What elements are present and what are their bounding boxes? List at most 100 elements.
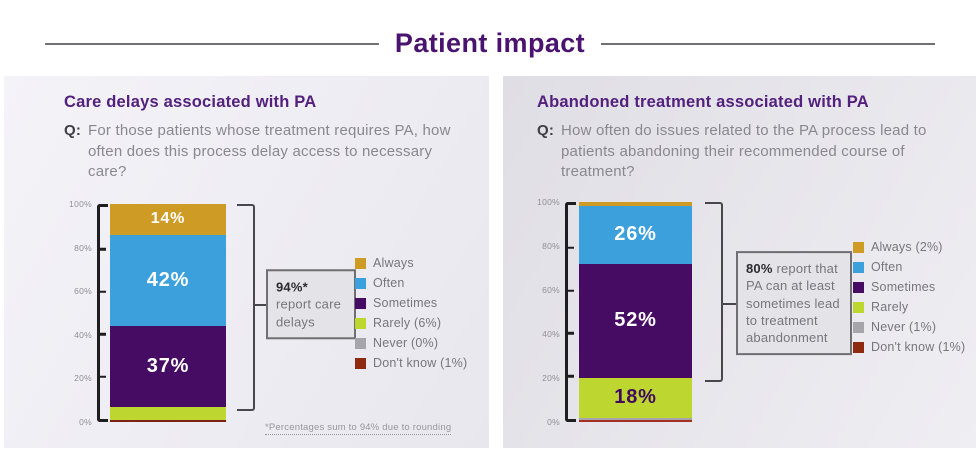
legend-swatch <box>853 241 864 253</box>
bar-segment-often: 42% <box>110 234 226 327</box>
legend-label: Rarely (6%) <box>373 316 442 330</box>
question-label: Q: <box>64 122 82 139</box>
y-axis-tick <box>100 248 106 251</box>
legend-item: Always (2%) <box>853 240 965 254</box>
legend-swatch <box>355 317 366 329</box>
panel-heading: Care delays associated with PA <box>64 93 317 111</box>
bar-segment-don-t-know <box>110 419 226 422</box>
callout-text: report that PA can at least sometimes le… <box>746 261 840 345</box>
y-axis-tick-label: 60% <box>74 286 92 297</box>
bar-segment-label: 37% <box>146 354 190 377</box>
legend-swatch <box>853 321 864 333</box>
legend-label: Rarely <box>871 300 909 314</box>
legend-swatch <box>355 337 366 349</box>
legend-item: Don't know (1%) <box>853 340 965 354</box>
legend-swatch <box>853 261 864 273</box>
y-axis-tick <box>100 375 106 378</box>
y-axis <box>97 204 108 422</box>
bar-segment-often: 26% <box>579 206 692 264</box>
legend-item: Sometimes <box>355 296 467 310</box>
y-axis-labels: 100% 80% 60% 40% 20% 0% <box>4 199 92 427</box>
y-axis-tick <box>100 332 106 336</box>
legend-label: Sometimes <box>373 296 438 310</box>
y-axis-tick-label: 20% <box>74 373 92 384</box>
bar-segment-label: 18% <box>614 386 657 409</box>
connector-line <box>253 304 266 307</box>
bar-segment-label: 42% <box>146 268 190 291</box>
footnote: *Percentages sum to 94% due to rounding <box>265 422 452 435</box>
legend-item: Always <box>355 256 467 270</box>
legend-item: Never (1%) <box>853 320 965 334</box>
y-axis-tick-label: 80% <box>74 242 92 253</box>
page-header: Patient impact <box>45 28 935 59</box>
y-axis-tick-label: 40% <box>542 329 560 339</box>
legend: Always (2%) Often Sometimes Rarely Never (1%… <box>853 240 965 360</box>
abandoned-treatment-chart: 100% 80% 60% 40% 20% 0% 26% 52% 18% 80% report … <box>503 197 976 427</box>
legend-swatch <box>853 281 864 293</box>
bar-segment-always <box>579 202 692 207</box>
care-delays-chart: 100% 80% 60% 40% 20% 0% 14% 42% 37% 94%* report… <box>4 199 489 427</box>
connector-line <box>721 303 736 306</box>
legend-swatch <box>853 341 864 353</box>
y-axis-tick <box>568 246 574 250</box>
stacked-bar: 26% 52% 18% <box>579 202 692 422</box>
legend-item: Rarely (6%) <box>355 316 467 330</box>
bar-segment-sometimes: 52% <box>579 263 692 378</box>
legend-label: Don't know (1%) <box>871 340 966 354</box>
callout: 80% report that PA can at least sometime… <box>736 251 852 356</box>
legend-label: Don't know (1%) <box>373 356 468 370</box>
y-axis-labels: 100% 80% 60% 40% 20% 0% <box>503 197 560 427</box>
legend-label: Never (0%) <box>373 336 439 350</box>
legend-label: Often <box>871 260 903 274</box>
legend-label: Always <box>373 256 414 270</box>
header-rule-left <box>45 42 379 45</box>
panel-heading: Abandoned treatment associated with PA <box>537 93 869 111</box>
legend-item: Sometimes <box>853 280 965 294</box>
question-text: For those patients whose treatment requi… <box>88 122 451 181</box>
legend-swatch <box>355 357 366 369</box>
y-axis-tick-label: 100% <box>69 199 92 209</box>
legend-item: Rarely <box>853 300 965 314</box>
legend-item: Never (0%) <box>355 336 467 350</box>
y-axis-tick-label: 60% <box>542 285 560 295</box>
bar-segment-label: 26% <box>614 223 657 246</box>
legend-swatch <box>853 301 864 313</box>
question-block: Q: For those patients whose treatment re… <box>64 121 470 183</box>
header-rule-right <box>601 42 935 45</box>
bracket <box>237 204 255 411</box>
y-axis-tick-label: 0% <box>547 417 560 427</box>
y-axis <box>565 202 576 422</box>
bar-segment-rarely: 18% <box>579 377 692 418</box>
bar-segment-label: 52% <box>614 309 657 332</box>
legend-item: Often <box>355 276 467 290</box>
legend-label: Always (2%) <box>871 240 943 254</box>
callout-highlight: 80% <box>746 261 773 277</box>
y-axis-tick-label: 40% <box>74 329 92 340</box>
callout-text: report care delays <box>276 296 342 329</box>
y-axis-tick-label: 20% <box>542 373 560 383</box>
question-text: How often do issues related to the PA pr… <box>561 122 927 181</box>
panel-care-delays: Care delays associated with PA Q: For th… <box>4 76 489 448</box>
stacked-bar: 14% 42% 37% <box>110 204 226 422</box>
y-axis-tick <box>100 290 106 294</box>
question-block: Q: How often do issues related to the PA… <box>537 121 973 183</box>
y-axis-tick-label: 100% <box>537 197 560 207</box>
bracket <box>705 202 723 382</box>
y-axis-tick-label: 80% <box>542 241 560 251</box>
legend-label: Never (1%) <box>871 320 937 334</box>
callout-highlight: 94%* <box>276 279 308 295</box>
bar-segment-never <box>579 417 692 420</box>
y-axis-tick <box>568 332 574 335</box>
callout: 94%* report care delays <box>266 269 356 339</box>
legend: Always Often Sometimes Rarely (6%) Never (0%… <box>355 256 467 376</box>
y-axis-tick <box>568 289 574 292</box>
bar-segment-sometimes: 37% <box>110 326 226 407</box>
y-axis-tick <box>568 374 574 378</box>
legend-swatch <box>355 257 366 269</box>
legend-label: Often <box>373 276 405 290</box>
legend-swatch <box>355 277 366 289</box>
bar-segment-don-t-know <box>579 419 692 422</box>
bar-segment-rarely <box>110 406 226 420</box>
bar-segment-label: 14% <box>150 210 186 228</box>
